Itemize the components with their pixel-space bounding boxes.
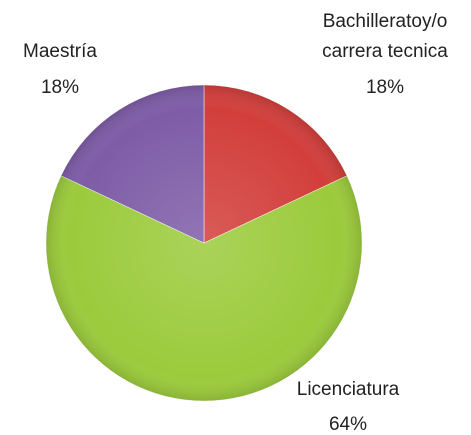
slice-value-label: 64% [328,414,368,435]
slice-label: Licenciatura [296,379,400,400]
slice-label: Maestría [23,41,97,62]
slice-label: Bachilleratoy/o carrera tecnica [322,11,448,62]
slice-value-label: 18% [40,77,80,98]
slice-value-label: 18% [365,77,405,98]
